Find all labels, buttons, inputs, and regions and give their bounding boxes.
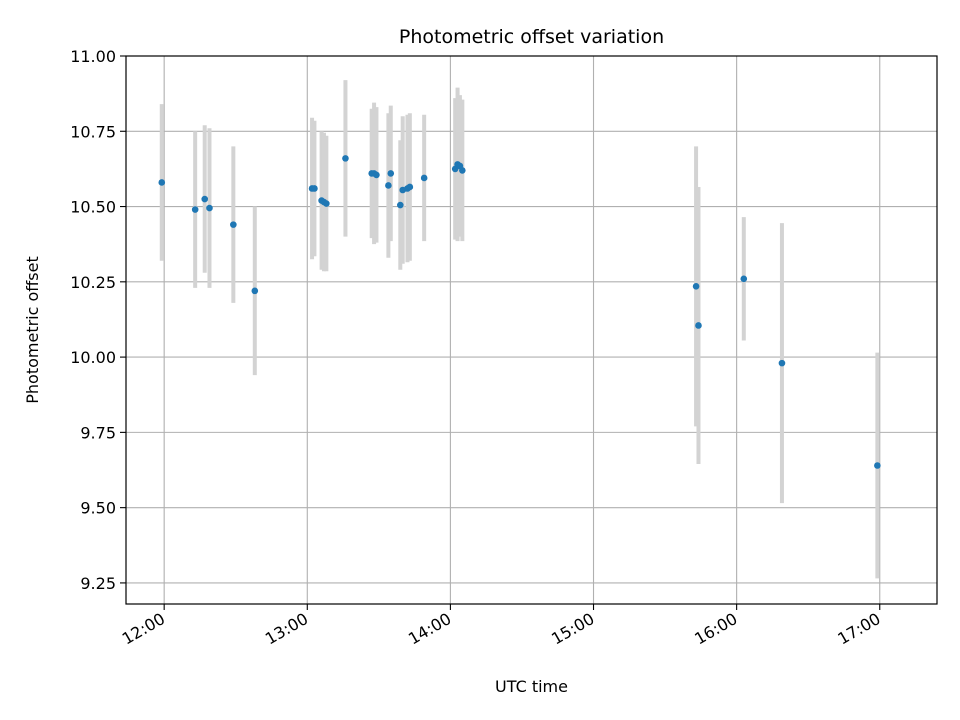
y-tick-label: 9.75 <box>80 423 116 442</box>
y-tick-label: 10.75 <box>70 122 116 141</box>
data-point <box>158 179 166 186</box>
data-point <box>201 195 209 203</box>
data-point <box>385 182 392 189</box>
x-axis-ticks: 12:00 13:00 14:00 15:00 16:00 17:00 <box>119 604 884 649</box>
data-point <box>695 322 702 329</box>
y-tick-label: 10.00 <box>70 348 116 367</box>
x-tick-label: 16:00 <box>691 609 740 649</box>
data-point <box>874 462 881 469</box>
plot-frame <box>125 55 938 605</box>
x-tick-label: 14:00 <box>405 609 454 649</box>
data-point <box>206 204 213 212</box>
x-tick-label: 17:00 <box>834 609 883 649</box>
data-point <box>397 201 404 209</box>
data-point <box>420 174 428 182</box>
chart-title: Photometric offset variation <box>399 26 664 48</box>
y-tick-label: 9.25 <box>80 574 116 593</box>
x-tick-label: 12:00 <box>119 609 168 649</box>
grid <box>126 55 937 604</box>
x-axis-label: UTC time <box>495 677 568 696</box>
data-point <box>778 359 786 367</box>
data-point <box>373 171 380 179</box>
data-point <box>230 221 237 228</box>
y-tick-label: 9.50 <box>80 499 116 518</box>
x-tick-label: 15:00 <box>548 609 597 649</box>
data-point <box>251 287 259 295</box>
error-bars <box>159 80 880 579</box>
data-point <box>323 200 330 207</box>
y-tick-label: 11.00 <box>70 47 116 66</box>
data-point <box>459 167 466 174</box>
y-tick-label: 10.25 <box>70 273 116 292</box>
data-point <box>342 155 349 162</box>
y-axis-ticks: 9.25 9.50 9.75 10.00 10.25 10.50 10.75 11.00 <box>70 47 126 593</box>
data-point <box>311 185 318 192</box>
data-point <box>191 206 199 213</box>
y-tick-label: 10.50 <box>70 198 116 217</box>
data-point <box>387 170 395 177</box>
y-axis-label: Photometric offset <box>23 256 42 404</box>
data-points <box>158 155 881 469</box>
x-tick-label: 13:00 <box>262 609 311 649</box>
data-point <box>740 275 748 283</box>
data-point <box>692 283 700 290</box>
data-point <box>406 183 414 191</box>
